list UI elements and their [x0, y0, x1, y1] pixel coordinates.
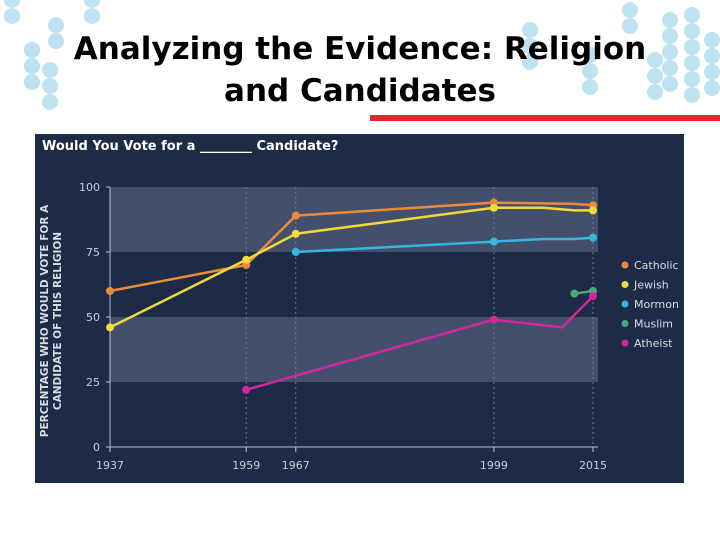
- decorative-dot: [662, 44, 678, 60]
- decorative-dot: [48, 33, 64, 49]
- decorative-dot: [522, 22, 538, 38]
- decorative-dots-right: [522, 2, 720, 103]
- legend-label-catholic: Catholic: [634, 259, 679, 272]
- line-chart: 0 25 50 75 100 1937 1959 1967 1999 2015 PERCENTAGE…: [39, 181, 679, 472]
- decorative-dot: [647, 52, 663, 68]
- grid-band: [110, 317, 598, 382]
- decorative-dot: [704, 48, 720, 64]
- data-point-jewish: [291, 229, 300, 238]
- data-point-atheist: [589, 292, 597, 301]
- legend-marker-catholic: [621, 261, 629, 269]
- series-line-catholic: [109, 201, 594, 293]
- y-tick-label: 75: [86, 246, 100, 259]
- legend-label-jewish: Jewish: [633, 279, 669, 292]
- decorative-dot: [684, 7, 700, 23]
- legend-label-muslim: Muslim: [634, 318, 673, 331]
- decorative-dot: [622, 18, 638, 34]
- legend-marker-muslim: [621, 320, 629, 327]
- data-point-atheist: [242, 385, 251, 394]
- data-point-jewish: [106, 323, 114, 332]
- decorative-dot: [684, 71, 700, 87]
- decorative-dot: [42, 78, 58, 94]
- x-tick-label: 1937: [96, 459, 124, 472]
- chart-title: Would You Vote for a ________ Candidate?: [42, 139, 339, 154]
- decorative-dot: [24, 42, 40, 58]
- x-tick-label: 1959: [232, 459, 260, 472]
- y-tick-label: 0: [93, 441, 100, 454]
- x-tick-label: 1999: [480, 459, 508, 472]
- data-point-mormon: [589, 233, 597, 242]
- legend-label-atheist: Atheist: [634, 337, 673, 350]
- decorative-dot: [4, 8, 20, 24]
- data-point-jewish: [489, 203, 498, 212]
- decorative-dot: [647, 84, 663, 100]
- slide-title-line-2: and Candidates: [224, 73, 496, 109]
- title-accent-rule: [370, 115, 720, 121]
- y-axis-label: PERCENTAGE WHO WOULD VOTE FOR ACANDIDATE…: [39, 204, 64, 437]
- decorative-dot: [582, 63, 598, 79]
- slide-title: Analyzing the Evidence: Religion and Can…: [30, 28, 690, 112]
- decorative-dot: [4, 0, 20, 8]
- decorative-dot: [704, 80, 720, 96]
- data-point-jewish: [242, 255, 251, 264]
- decorative-dot: [582, 47, 598, 63]
- decorative-dot: [48, 17, 64, 33]
- decorative-dot: [684, 55, 700, 71]
- decorative-dot: [684, 87, 700, 103]
- y-axis-label-line-2: CANDIDATE OF THIS RELIGION: [52, 232, 64, 410]
- decorative-dot: [704, 64, 720, 80]
- decorative-dot: [662, 12, 678, 28]
- data-point-mormon: [291, 248, 300, 256]
- x-tick-label: 2015: [579, 459, 607, 472]
- decorative-dot: [522, 54, 538, 70]
- legend-label-mormon: Mormon: [634, 298, 679, 311]
- series-line-mormon: [295, 236, 594, 254]
- series-line-atheist: [245, 295, 594, 392]
- legend-marker-jewish: [621, 281, 629, 288]
- decorative-dot: [582, 79, 598, 95]
- legend-marker-atheist: [621, 339, 629, 347]
- decorative-dot: [662, 60, 678, 76]
- data-point-mormon: [489, 237, 498, 246]
- y-tick-label: 50: [86, 311, 100, 324]
- data-point-muslim: [570, 289, 579, 298]
- data-point-catholic: [106, 287, 114, 295]
- decorative-dot: [24, 74, 40, 90]
- y-tick-label: 100: [79, 181, 100, 194]
- y-tick-label: 25: [86, 376, 100, 389]
- decorative-dot: [522, 38, 538, 54]
- chart-panel: Would You Vote for a ________ Candidate?…: [35, 134, 684, 483]
- decorative-dot: [42, 94, 58, 110]
- decorative-dot: [622, 2, 638, 18]
- y-axis-label-line-1: PERCENTAGE WHO WOULD VOTE FOR A: [39, 204, 51, 437]
- grid-band: [110, 187, 598, 252]
- decorative-dots-left: [4, 0, 100, 110]
- decorative-dot: [42, 62, 58, 78]
- decorative-dot: [684, 39, 700, 55]
- data-point-atheist: [489, 315, 498, 324]
- data-point-jewish: [589, 206, 597, 215]
- legend-marker-mormon: [621, 300, 629, 308]
- decorative-dot: [684, 23, 700, 39]
- decorative-dot: [84, 8, 100, 24]
- decorative-dot: [84, 0, 100, 8]
- decorative-dot: [704, 32, 720, 48]
- decorative-dot: [662, 76, 678, 92]
- slide-title-line-1: Analyzing the Evidence: Religion: [73, 31, 647, 67]
- data-point-catholic: [291, 211, 300, 220]
- decorative-dot: [662, 28, 678, 44]
- decorative-dot: [24, 58, 40, 74]
- x-tick-label: 1967: [282, 459, 310, 472]
- decorative-dot: [647, 68, 663, 84]
